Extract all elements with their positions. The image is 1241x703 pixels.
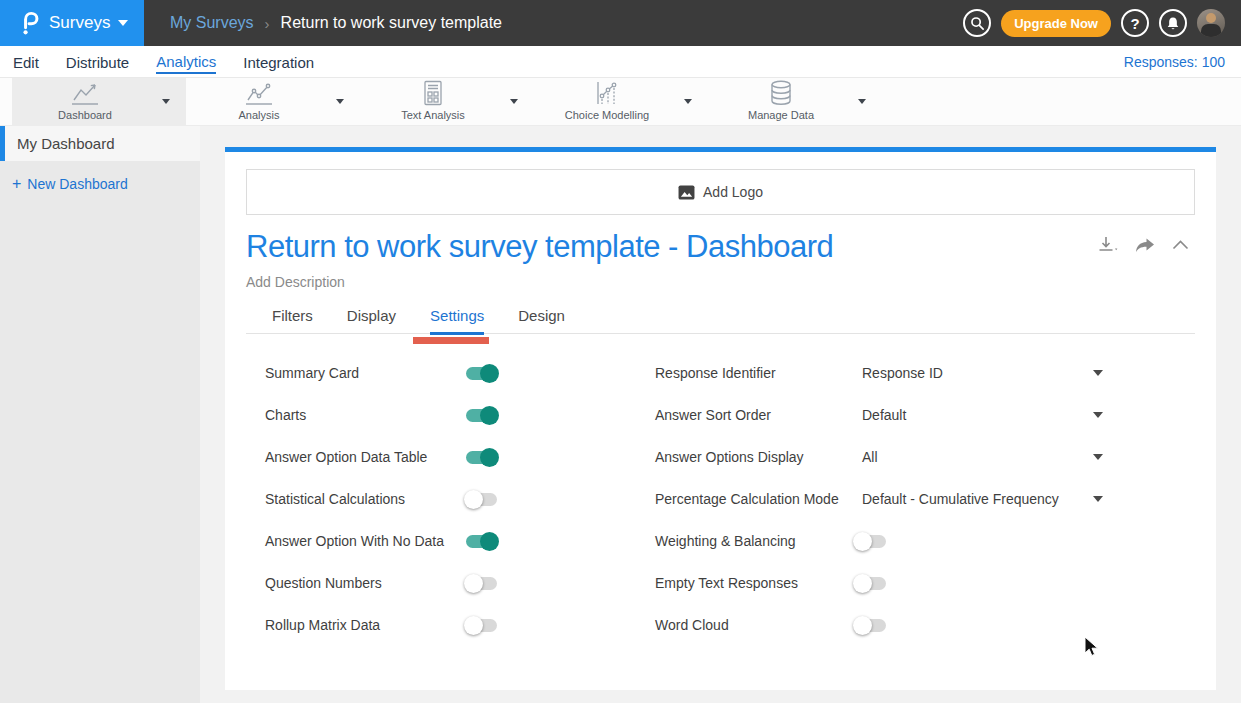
toolbar-dashboard[interactable]: Dashboard <box>12 78 186 125</box>
toolbar-manage-data-label: Manage Data <box>748 109 814 121</box>
analytics-toolbar: Dashboard Analysis Text Analysis Choice … <box>0 78 1241 126</box>
card-accent-bar <box>225 147 1216 152</box>
bell-icon <box>1166 16 1180 31</box>
dashboard-sidebar: My Dashboard + New Dashboard <box>0 126 200 703</box>
mouse-cursor <box>1084 636 1100 658</box>
brand-caret-icon <box>118 20 128 26</box>
text-analysis-icon <box>422 82 444 106</box>
top-header: Surveys My Surveys › Return to work surv… <box>0 0 1241 46</box>
add-description[interactable]: Add Description <box>246 274 345 290</box>
search-button[interactable] <box>963 9 991 37</box>
setting-row-empty-text-responses: Empty Text Responses <box>225 562 1216 604</box>
avatar-head <box>1206 13 1216 23</box>
setting-label: Percentage Calculation Mode <box>655 491 839 507</box>
toolbar-choice-modelling-label: Choice Modelling <box>565 109 649 121</box>
dashboard-caret-icon[interactable] <box>162 99 170 104</box>
select-caret-icon[interactable] <box>1093 454 1103 460</box>
toggle-knob <box>853 574 872 593</box>
new-dashboard-label: New Dashboard <box>27 176 127 192</box>
dashboard-chart-icon <box>70 82 100 106</box>
sidebar-item-my-dashboard[interactable]: My Dashboard <box>0 126 200 161</box>
setting-row-weighting-balancing: Weighting & Balancing <box>225 520 1216 562</box>
settings-tabs: Filters Display Settings Design <box>246 307 1195 334</box>
questionpro-logo-icon <box>19 10 40 36</box>
response-identifier-select[interactable]: Response ID <box>862 365 943 381</box>
brand-menu[interactable]: Surveys <box>0 0 144 46</box>
setting-row-word-cloud: Word Cloud <box>225 604 1216 646</box>
new-dashboard-button[interactable]: + New Dashboard <box>12 175 200 193</box>
page-body: My Dashboard + New Dashboard Add Logo Re… <box>0 126 1241 703</box>
dashboard-card: Add Logo Return to work survey template … <box>225 147 1216 690</box>
tab-filters[interactable]: Filters <box>272 307 313 333</box>
setting-label: Word Cloud <box>655 617 729 633</box>
select-caret-icon[interactable] <box>1093 496 1103 502</box>
text-analysis-caret-icon[interactable] <box>510 99 518 104</box>
analysis-chart-icon <box>244 82 274 106</box>
empty-text-responses-toggle[interactable] <box>855 577 886 590</box>
manage-data-caret-icon[interactable] <box>858 99 866 104</box>
share-button[interactable] <box>1135 237 1155 254</box>
select-caret-icon[interactable] <box>1093 370 1103 376</box>
toolbar-analysis-label: Analysis <box>239 109 280 121</box>
avatar-body <box>1201 24 1221 37</box>
responses-count[interactable]: Responses: 100 <box>1124 54 1225 70</box>
word-cloud-toggle[interactable] <box>855 619 886 632</box>
dashboard-title[interactable]: Return to work survey template - Dashboa… <box>246 229 833 265</box>
choice-modelling-caret-icon[interactable] <box>684 99 692 104</box>
red-highlight-annotation <box>413 337 489 344</box>
download-button[interactable] <box>1098 236 1118 254</box>
tab-design[interactable]: Design <box>518 307 565 333</box>
setting-row-percentage-calculation-mode: Percentage Calculation Mode Default - Cum… <box>225 478 1216 520</box>
toolbar-text-analysis-label: Text Analysis <box>401 109 465 121</box>
breadcrumb-separator-icon: › <box>265 15 270 32</box>
add-logo-button[interactable]: Add Logo <box>246 169 1195 215</box>
image-icon <box>678 185 695 200</box>
analysis-caret-icon[interactable] <box>336 99 344 104</box>
answer-options-display-select[interactable]: All <box>862 449 878 465</box>
upgrade-now-button[interactable]: Upgrade Now <box>1001 10 1111 37</box>
toolbar-dashboard-label: Dashboard <box>58 109 112 121</box>
setting-label: Answer Sort Order <box>655 407 771 423</box>
nav-analytics[interactable]: Analytics <box>156 49 216 74</box>
weighting-balancing-toggle[interactable] <box>855 535 886 548</box>
search-icon <box>970 16 985 31</box>
database-icon <box>768 82 794 106</box>
toolbar-text-analysis[interactable]: Text Analysis <box>360 78 534 125</box>
toggle-knob <box>853 616 872 635</box>
breadcrumb-current: Return to work survey template <box>281 14 502 32</box>
toolbar-analysis[interactable]: Analysis <box>186 78 360 125</box>
percentage-calculation-mode-select[interactable]: Default - Cumulative Frequency <box>862 491 1059 507</box>
tab-display[interactable]: Display <box>347 307 396 333</box>
breadcrumb-parent[interactable]: My Surveys <box>170 14 254 32</box>
toolbar-choice-modelling[interactable]: Choice Modelling <box>534 78 708 125</box>
toolbar-manage-data[interactable]: Manage Data <box>708 78 882 125</box>
tab-settings[interactable]: Settings <box>430 307 484 335</box>
add-logo-label: Add Logo <box>703 184 763 200</box>
setting-row-answer-sort-order: Answer Sort Order Default <box>225 394 1216 436</box>
setting-label: Empty Text Responses <box>655 575 798 591</box>
collapse-button[interactable] <box>1172 240 1189 250</box>
nav-integration[interactable]: Integration <box>243 50 314 73</box>
survey-nav: Edit Distribute Analytics Integration Re… <box>0 46 1241 78</box>
nav-edit[interactable]: Edit <box>13 50 39 73</box>
select-caret-icon[interactable] <box>1093 412 1103 418</box>
nav-distribute[interactable]: Distribute <box>66 50 129 73</box>
plus-icon: + <box>12 175 21 193</box>
setting-label: Response Identifier <box>655 365 776 381</box>
choice-modelling-icon <box>593 82 621 106</box>
user-avatar[interactable] <box>1197 9 1225 37</box>
notifications-button[interactable] <box>1159 9 1187 37</box>
toggle-knob <box>853 532 872 551</box>
setting-row-response-identifier: Response Identifier Response ID <box>225 352 1216 394</box>
brand-label: Surveys <box>49 13 110 33</box>
title-actions <box>1098 236 1189 254</box>
topbar-actions: Upgrade Now ? <box>963 0 1225 46</box>
breadcrumb: My Surveys › Return to work survey templ… <box>170 14 502 32</box>
setting-row-answer-options-display: Answer Options Display All <box>225 436 1216 478</box>
answer-sort-order-select[interactable]: Default <box>862 407 906 423</box>
help-button[interactable]: ? <box>1121 9 1149 37</box>
setting-label: Weighting & Balancing <box>655 533 796 549</box>
setting-label: Answer Options Display <box>655 449 804 465</box>
